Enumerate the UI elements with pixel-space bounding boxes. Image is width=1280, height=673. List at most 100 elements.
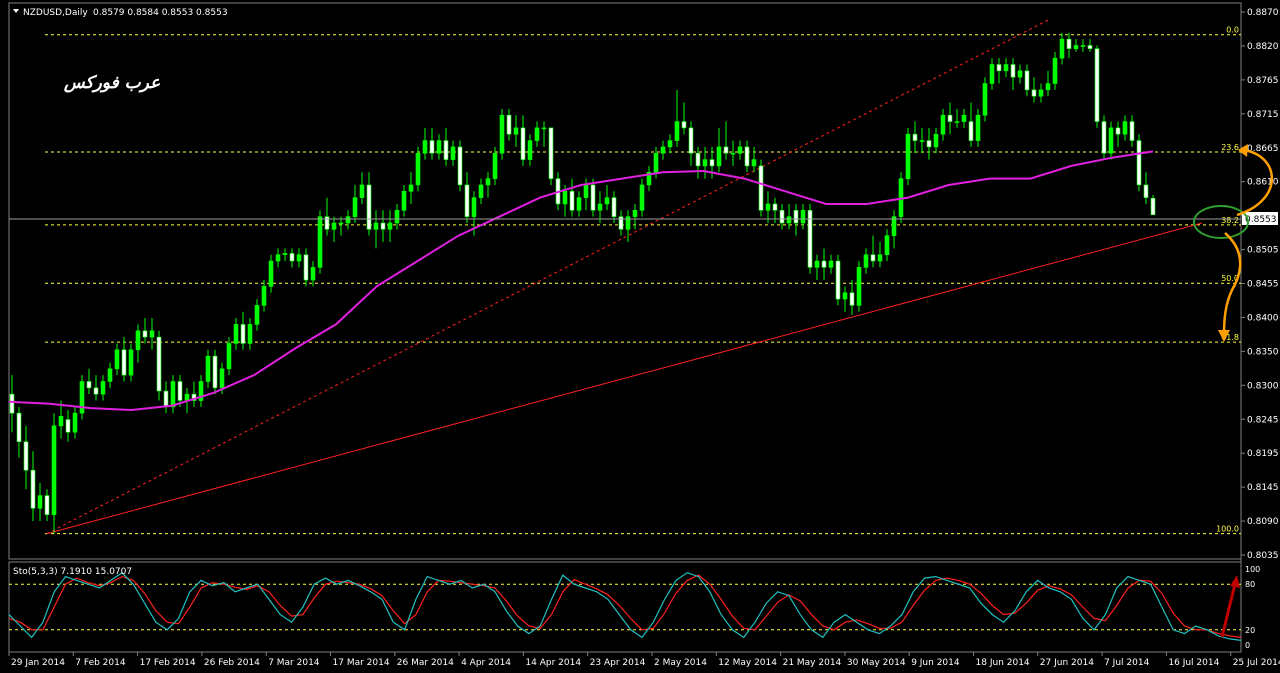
candle-bull[interactable] xyxy=(884,235,890,255)
candle-bull[interactable] xyxy=(625,216,631,230)
candle-bear[interactable] xyxy=(86,381,92,389)
candle-bull[interactable] xyxy=(492,152,498,179)
candle-bull[interactable] xyxy=(72,412,78,433)
candle-bear[interactable] xyxy=(93,387,99,395)
candle-bear[interactable] xyxy=(926,140,932,148)
candle-bear[interactable] xyxy=(142,330,148,338)
candle-bull[interactable] xyxy=(485,178,491,186)
candle-bear[interactable] xyxy=(695,152,701,167)
candle-bull[interactable] xyxy=(51,425,57,515)
candle-bull[interactable] xyxy=(877,254,883,262)
candle-bear[interactable] xyxy=(520,127,526,160)
candle-bull[interactable] xyxy=(1059,38,1065,59)
candle-bear[interactable] xyxy=(303,254,309,281)
candle-bear[interactable] xyxy=(156,336,162,392)
candle-bull[interactable] xyxy=(107,368,113,382)
candle-bear[interactable] xyxy=(1031,89,1037,97)
candle-bull[interactable] xyxy=(205,355,211,382)
candle-bull[interactable] xyxy=(702,159,708,167)
candle-bull[interactable] xyxy=(254,305,260,325)
candle-bull[interactable] xyxy=(436,140,442,154)
candle-bull[interactable] xyxy=(478,184,484,198)
candle-bull[interactable] xyxy=(282,253,288,255)
candle-bull[interactable] xyxy=(800,210,806,224)
candle-bear[interactable] xyxy=(723,146,729,154)
candle-bear[interactable] xyxy=(1087,45,1093,49)
candle-bull[interactable] xyxy=(1080,45,1086,47)
candle-bull[interactable] xyxy=(737,146,743,154)
candle-bull[interactable] xyxy=(1045,83,1051,91)
candle-bull[interactable] xyxy=(814,260,820,268)
candle-bull[interactable] xyxy=(730,152,736,155)
candle-bull[interactable] xyxy=(387,222,393,230)
candle-bear[interactable] xyxy=(821,260,827,268)
candle-bear[interactable] xyxy=(443,140,449,160)
candle-bull[interactable] xyxy=(604,197,610,205)
candle-bull[interactable] xyxy=(583,184,589,198)
candle-bear[interactable] xyxy=(9,393,15,414)
candle-bull[interactable] xyxy=(1108,127,1114,154)
candle-bull[interactable] xyxy=(905,133,911,179)
candle-bear[interactable] xyxy=(1101,121,1107,154)
candle-bull[interactable] xyxy=(1003,64,1009,72)
candle-bear[interactable] xyxy=(1024,70,1030,91)
candle-bull[interactable] xyxy=(233,324,239,344)
candle-bull[interactable] xyxy=(1122,121,1128,135)
candle-bull[interactable] xyxy=(933,133,939,148)
candle-bear[interactable] xyxy=(23,441,29,471)
candle-bear[interactable] xyxy=(870,254,876,262)
candle-bull[interactable] xyxy=(219,368,225,389)
candle-bear[interactable] xyxy=(807,210,813,268)
candle-bear[interactable] xyxy=(1066,38,1072,49)
candle-bull[interactable] xyxy=(184,393,190,401)
candle-bull[interactable] xyxy=(422,140,428,154)
candle-bull[interactable] xyxy=(373,222,379,230)
candle-bull[interactable] xyxy=(471,197,477,217)
candle-bear[interactable] xyxy=(996,64,1002,72)
candle-bull[interactable] xyxy=(975,114,981,141)
candle-bull[interactable] xyxy=(135,330,141,351)
candle-bear[interactable] xyxy=(429,140,435,154)
candle-bear[interactable] xyxy=(912,133,918,141)
candle-bear[interactable] xyxy=(1143,184,1149,198)
candle-bull[interactable] xyxy=(170,381,176,408)
candle-bear[interactable] xyxy=(212,355,218,389)
candle-bull[interactable] xyxy=(37,495,43,509)
candlesticks[interactable] xyxy=(9,32,1156,534)
candle-bull[interactable] xyxy=(100,381,106,395)
candle-bull[interactable] xyxy=(58,416,64,427)
candle-bear[interactable] xyxy=(590,184,596,211)
candle-bull[interactable] xyxy=(114,349,120,370)
candle-bear[interactable] xyxy=(548,127,554,179)
candle-bull[interactable] xyxy=(954,121,960,123)
candle-bull[interactable] xyxy=(149,330,155,338)
candle-bear[interactable] xyxy=(44,495,50,515)
candle-bull[interactable] xyxy=(639,184,645,211)
candle-bull[interactable] xyxy=(513,127,519,135)
candle-bull[interactable] xyxy=(527,140,533,160)
candle-bull[interactable] xyxy=(359,184,365,198)
trendline-channel[interactable] xyxy=(46,19,1049,535)
candle-bear[interactable] xyxy=(793,210,799,224)
candle-bull[interactable] xyxy=(450,146,456,160)
moving-average-line[interactable] xyxy=(8,150,1154,412)
candle-bull[interactable] xyxy=(765,203,771,211)
candle-bear[interactable] xyxy=(506,114,512,135)
candle-bull[interactable] xyxy=(415,152,421,186)
candle-bull[interactable] xyxy=(891,216,897,236)
candle-bear[interactable] xyxy=(947,114,953,122)
candle-bear[interactable] xyxy=(968,121,974,141)
candle-bear[interactable] xyxy=(30,469,36,509)
candle-bear[interactable] xyxy=(709,159,715,167)
moving-average[interactable] xyxy=(8,150,1154,412)
stochastic-main-line[interactable] xyxy=(8,572,1242,641)
candle-bear[interactable] xyxy=(849,292,855,306)
candle-bear[interactable] xyxy=(457,146,463,186)
candle-bear[interactable] xyxy=(569,190,575,211)
candle-bear[interactable] xyxy=(772,203,778,211)
fibonacci-levels[interactable]: 0.0 23.6 38.2 50.0 61.8 100.0 xyxy=(45,26,1241,535)
candle-bear[interactable] xyxy=(121,349,127,376)
stochastic-signal-line[interactable] xyxy=(8,574,1242,638)
